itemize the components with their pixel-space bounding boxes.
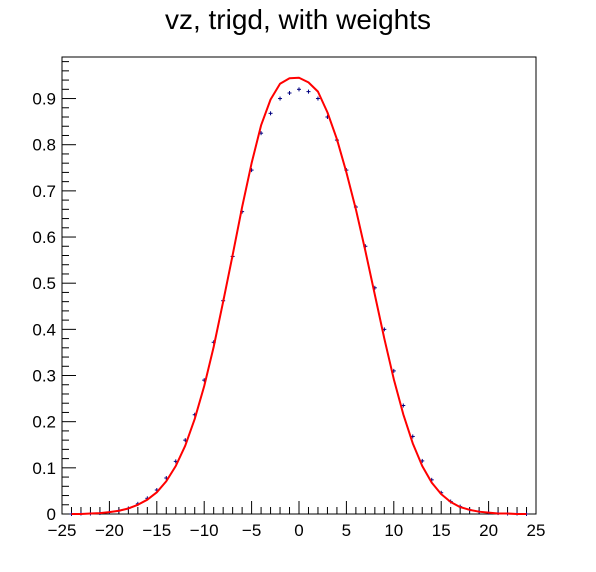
x-tick-label: −5 (242, 521, 261, 540)
x-tick-label: −10 (190, 521, 219, 540)
y-tick-label: 0.7 (32, 182, 56, 201)
y-tick-label: 0.3 (32, 367, 56, 386)
x-tick-label: 20 (479, 521, 498, 540)
y-tick-label: 0 (47, 505, 56, 524)
fit-curve (71, 76, 527, 515)
y-tick-label: 0.8 (32, 136, 56, 155)
x-tick-label: 25 (527, 521, 546, 540)
axis-ticks (61, 61, 537, 515)
chart-title: vz, trigd, with weights (164, 4, 432, 35)
x-tick-label: −15 (142, 521, 171, 540)
y-tick-label: 0.5 (32, 274, 56, 293)
tick-labels: −25 −20 −15 −10 −5 0 5 10 15 20 25 0 0.1 0.2 0.3 0.4 0.5… (32, 90, 545, 540)
data-points (69, 87, 529, 516)
axes-frame (61, 56, 537, 515)
plot-frame (61, 56, 537, 515)
y-tick-label: 0.9 (32, 90, 56, 109)
x-tick-label: −20 (95, 521, 124, 540)
x-tick-label: 15 (432, 521, 451, 540)
x-tick-label: 10 (384, 521, 403, 540)
x-tick-label: −25 (48, 521, 77, 540)
y-tick-label: 0.2 (32, 413, 56, 432)
y-tick-label: 0.4 (32, 320, 56, 339)
x-tick-label: 5 (342, 521, 351, 540)
y-tick-label: 0.6 (32, 228, 56, 247)
x-tick-label: 0 (294, 521, 303, 540)
fit-curve-line (71, 76, 527, 515)
y-tick-label: 0.1 (32, 459, 56, 478)
